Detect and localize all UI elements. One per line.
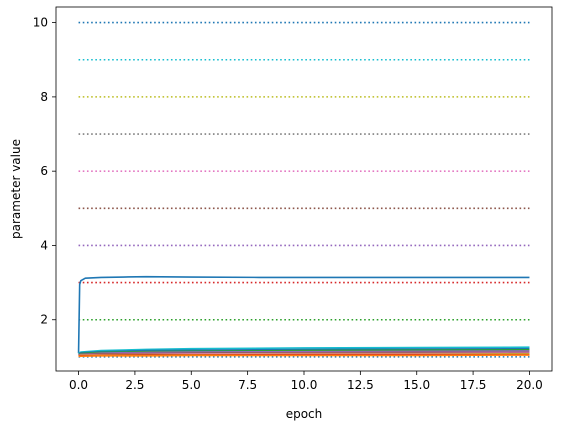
y-tick-label-1: 4 <box>40 238 48 252</box>
y-axis-label: parameter value <box>9 139 23 239</box>
x-tick-label-7: 17.5 <box>460 378 487 392</box>
x-axis-ticks: 0.0 2.5 5.0 7.5 10.0 12.5 15.0 17.5 20.0 <box>69 371 543 392</box>
y-tick-label-4: 10 <box>33 16 48 30</box>
y-tick-label-3: 8 <box>40 90 48 104</box>
x-tick-label-8: 20.0 <box>516 378 543 392</box>
plot-frame <box>56 7 552 371</box>
y-tick-label-0: 2 <box>40 313 48 327</box>
x-tick-label-6: 15.0 <box>403 378 430 392</box>
x-tick-label-5: 12.5 <box>347 378 374 392</box>
series-lines <box>79 277 530 357</box>
x-tick-label-0: 0.0 <box>69 378 88 392</box>
x-tick-label-1: 2.5 <box>125 378 144 392</box>
x-axis-label: epoch <box>286 407 323 421</box>
y-tick-label-2: 6 <box>40 164 48 178</box>
y-axis-ticks: 2 4 6 8 10 <box>33 16 56 327</box>
x-tick-label-2: 5.0 <box>182 378 201 392</box>
x-tick-label-4: 10.0 <box>291 378 318 392</box>
series-line-0 <box>79 277 530 354</box>
reference-lines <box>79 23 530 357</box>
x-tick-label-3: 7.5 <box>238 378 257 392</box>
